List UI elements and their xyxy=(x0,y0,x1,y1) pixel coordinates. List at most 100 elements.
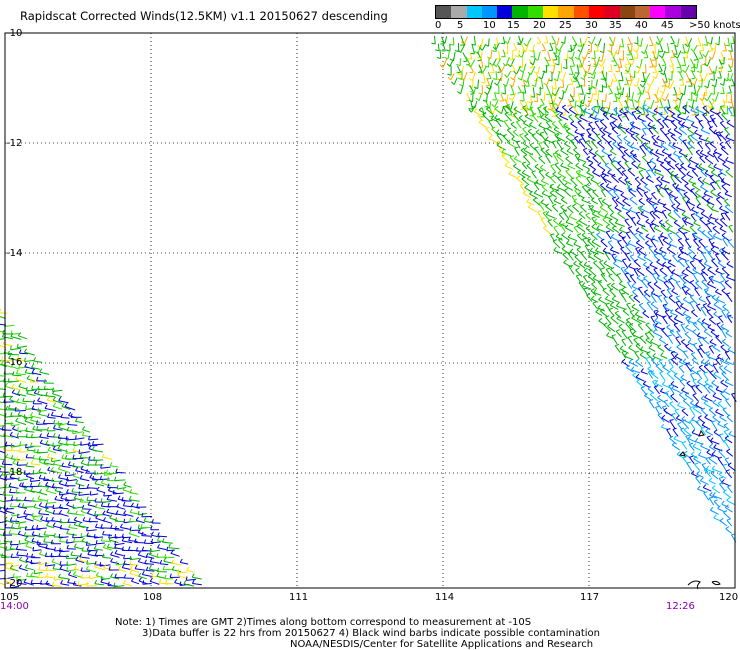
wind-barb-tick xyxy=(460,41,465,45)
wind-barb xyxy=(561,91,565,100)
wind-barb-tick xyxy=(644,392,648,396)
wind-barb xyxy=(562,210,570,220)
wind-barb-tick xyxy=(690,366,695,370)
wind-barb-tick xyxy=(693,59,698,61)
wind-barb-tick xyxy=(621,204,626,209)
wind-barb xyxy=(525,43,530,53)
wind-barb-tick xyxy=(691,168,697,171)
wind-barb xyxy=(692,269,702,276)
wind-barb xyxy=(157,535,168,538)
wind-barb-tick xyxy=(651,134,656,138)
wind-barb-tick xyxy=(647,83,651,87)
wind-barb xyxy=(32,472,42,475)
wind-barb xyxy=(708,497,715,506)
wind-barb xyxy=(683,193,690,200)
wind-barb-tick xyxy=(591,281,596,285)
wind-barb-tick xyxy=(583,147,588,151)
wind-barb xyxy=(10,567,19,572)
wind-barb xyxy=(556,155,564,162)
wind-barb xyxy=(654,171,664,177)
wind-barb-tick xyxy=(663,303,668,308)
wind-barb-tick xyxy=(703,63,708,67)
wind-barb-tick xyxy=(626,364,630,369)
wind-barb xyxy=(555,191,564,198)
wind-barb-tick xyxy=(673,208,678,212)
wind-barb-tick xyxy=(553,126,558,130)
wind-barb xyxy=(9,434,20,439)
wind-barb-tick xyxy=(94,461,98,466)
wind-barb-tick xyxy=(129,561,132,566)
wind-barb-tick xyxy=(488,119,493,122)
wind-barb xyxy=(608,275,615,282)
wind-barb-tick xyxy=(606,267,611,270)
wind-barb xyxy=(669,368,677,375)
wind-barb xyxy=(556,37,560,46)
wind-barb-tick xyxy=(114,534,117,539)
wind-barb-tick xyxy=(505,103,510,107)
wind-barb xyxy=(697,338,703,346)
wind-barb xyxy=(710,472,719,480)
wind-barb xyxy=(660,144,669,151)
wind-barb xyxy=(687,247,696,255)
wind-barb xyxy=(710,191,720,199)
wind-barb-tick xyxy=(620,192,625,196)
wind-barb xyxy=(628,265,636,270)
wind-barb-tick xyxy=(591,238,596,243)
legend-swatch xyxy=(543,6,559,18)
wind-barb xyxy=(545,205,553,212)
wind-barb xyxy=(114,479,126,482)
wind-barb-tick xyxy=(653,165,657,169)
wind-barb xyxy=(596,228,606,233)
wind-barb xyxy=(65,458,77,460)
wind-barb xyxy=(628,296,635,303)
wind-barb xyxy=(518,49,520,58)
wind-barb xyxy=(494,99,499,108)
wind-barb-tick xyxy=(712,225,717,229)
wind-barb xyxy=(656,49,660,59)
wind-barb-tick xyxy=(45,562,47,567)
wind-barb-tick xyxy=(653,253,658,256)
wind-barb xyxy=(612,227,620,234)
wind-barb xyxy=(8,533,19,535)
wind-barb-tick xyxy=(130,577,135,582)
wind-barb xyxy=(79,478,90,482)
wind-barb-tick xyxy=(85,541,88,546)
wind-barb xyxy=(722,163,731,170)
wind-barb xyxy=(551,141,557,149)
wind-barb xyxy=(717,356,725,361)
wind-barb xyxy=(72,431,84,435)
wind-barb xyxy=(649,78,655,87)
wind-barb-tick xyxy=(652,329,657,333)
wind-barb xyxy=(59,541,70,543)
wind-barb-tick xyxy=(562,252,567,255)
wind-barb-tick xyxy=(559,112,563,117)
wind-barb-tick xyxy=(656,176,661,180)
wind-barb xyxy=(597,38,602,47)
wind-barb-tick xyxy=(678,365,683,368)
wind-barb-tick xyxy=(721,266,727,270)
wind-barb-tick xyxy=(701,267,706,271)
wind-barb-tick xyxy=(106,543,110,548)
wind-barb-tick xyxy=(45,503,48,508)
wind-barb xyxy=(533,49,536,58)
wind-barb xyxy=(496,134,503,143)
wind-barb xyxy=(703,469,712,478)
wind-barb-tick xyxy=(54,546,56,552)
wind-barb-tick xyxy=(621,169,627,173)
wind-barb-tick xyxy=(667,288,672,291)
wind-barb-tick xyxy=(5,475,8,480)
wind-barb xyxy=(695,108,704,114)
wind-barb-tick xyxy=(545,211,550,215)
wind-barb xyxy=(721,310,728,319)
wind-barb-tick xyxy=(649,157,654,161)
wind-barb-tick xyxy=(682,281,687,286)
wind-barb-tick xyxy=(660,232,664,236)
wind-barb xyxy=(585,214,592,221)
wind-barb-tick xyxy=(58,552,61,557)
wind-barb xyxy=(602,177,612,184)
wind-barb xyxy=(123,583,133,587)
wind-barb xyxy=(691,100,695,108)
wind-barb xyxy=(642,156,649,164)
wind-barb-tick xyxy=(596,225,600,229)
wind-barb xyxy=(718,474,727,479)
